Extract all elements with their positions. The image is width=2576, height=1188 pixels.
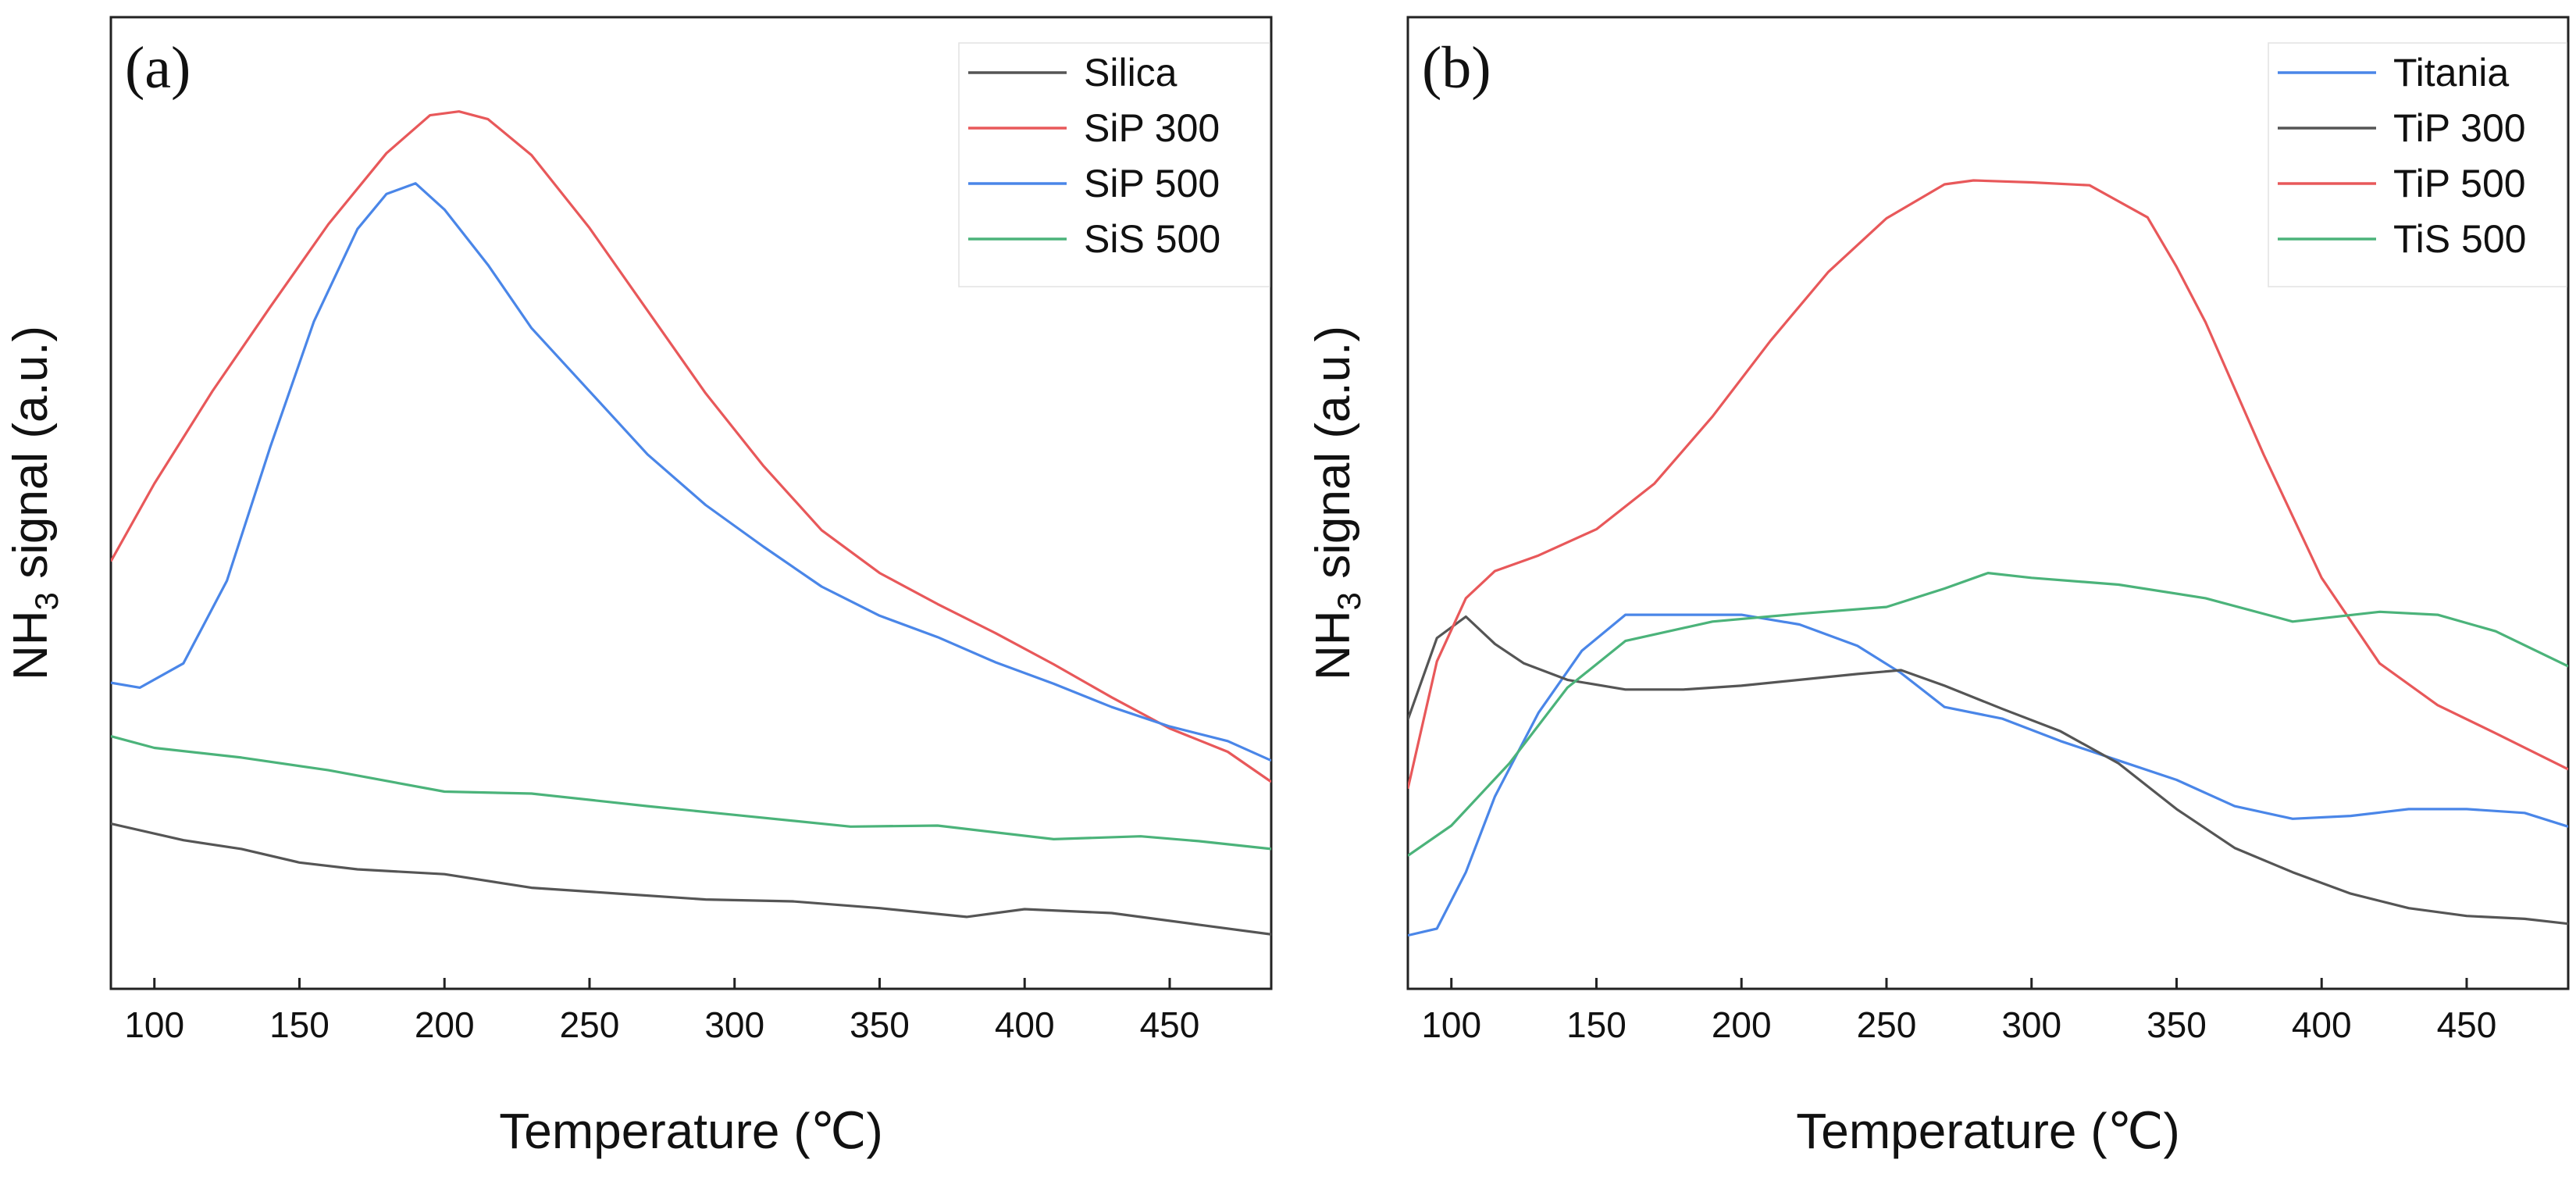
series-line-sis-500 [111, 735, 1271, 851]
x-axis-title: Temperature (℃) [499, 1103, 883, 1159]
series-line-tip-500 [1408, 179, 2568, 790]
y-axis-title-rest: signal (a.u.) [4, 326, 58, 592]
y-axis-title-subscript: 3 [1331, 592, 1367, 610]
y-axis-title-rest: signal (a.u.) [1306, 326, 1360, 592]
series-line-sip-300 [111, 110, 1271, 783]
panel-label: (a) [125, 35, 191, 101]
legend-label: SiS 500 [1084, 217, 1220, 261]
legend: Silica SiP 300 SiP 500 SiS 500 [958, 42, 1270, 287]
legend: Titania TiP 300 TiP 500 TiS 500 [2268, 42, 2567, 287]
x-tick-label: 300 [704, 1004, 764, 1045]
x-tick-label: 450 [2437, 1004, 2497, 1045]
panel-label: (b) [1422, 35, 1491, 101]
x-tick-label: 100 [1421, 1004, 1481, 1045]
chart-panel-b: 100 150 200 250 300 350 400 450 Temperature (℃) N… [1306, 16, 2570, 1159]
x-tick-label: 100 [124, 1004, 184, 1045]
legend-label: TiP 500 [2393, 162, 2526, 205]
legend-box [958, 42, 1270, 287]
x-tick-label: 150 [269, 1004, 330, 1045]
legend-label: SiP 500 [1084, 162, 1220, 205]
x-tick-label: 250 [560, 1004, 620, 1045]
legend-label: Silica [1084, 51, 1178, 95]
plot-frame [1406, 16, 2570, 990]
x-tick-label: 400 [2292, 1004, 2352, 1045]
series-line-silica [111, 822, 1271, 936]
legend-label: TiP 300 [2393, 106, 2526, 150]
x-tick-label: 200 [415, 1004, 475, 1045]
series-line-tip-300 [1408, 615, 2568, 926]
legend-label: Titania [2393, 51, 2509, 95]
y-axis-title-main: NH [4, 610, 58, 680]
x-tick-label: 450 [1140, 1004, 1200, 1045]
x-tick-label: 250 [1857, 1004, 1917, 1045]
plot-frame [109, 16, 1273, 990]
x-tick-label: 350 [2147, 1004, 2207, 1045]
y-axis-title-main: NH [1306, 610, 1360, 680]
legend-box [2268, 42, 2567, 287]
x-tick-label: 200 [1712, 1004, 1772, 1045]
x-tick-label: 300 [2001, 1004, 2061, 1045]
legend-label: TiS 500 [2393, 217, 2526, 261]
y-axis-title: NH3 signal (a.u.) [4, 326, 65, 680]
y-axis-title-subscript: 3 [28, 592, 65, 610]
legend-label: SiP 300 [1084, 106, 1220, 150]
chart-panel-a: 100 150 200 250 300 350 400 450 Temperature (℃) N… [4, 16, 1273, 1159]
series-line-tis-500 [1408, 571, 2568, 857]
x-axis-title: Temperature (℃) [1796, 1103, 2180, 1159]
series-line-sip-500 [111, 182, 1271, 762]
series-line-titania [1408, 613, 2568, 937]
x-tick-label: 150 [1566, 1004, 1626, 1045]
x-tick-label: 350 [850, 1004, 910, 1045]
x-tick-label: 400 [995, 1004, 1055, 1045]
y-axis-title: NH3 signal (a.u.) [1306, 326, 1367, 680]
